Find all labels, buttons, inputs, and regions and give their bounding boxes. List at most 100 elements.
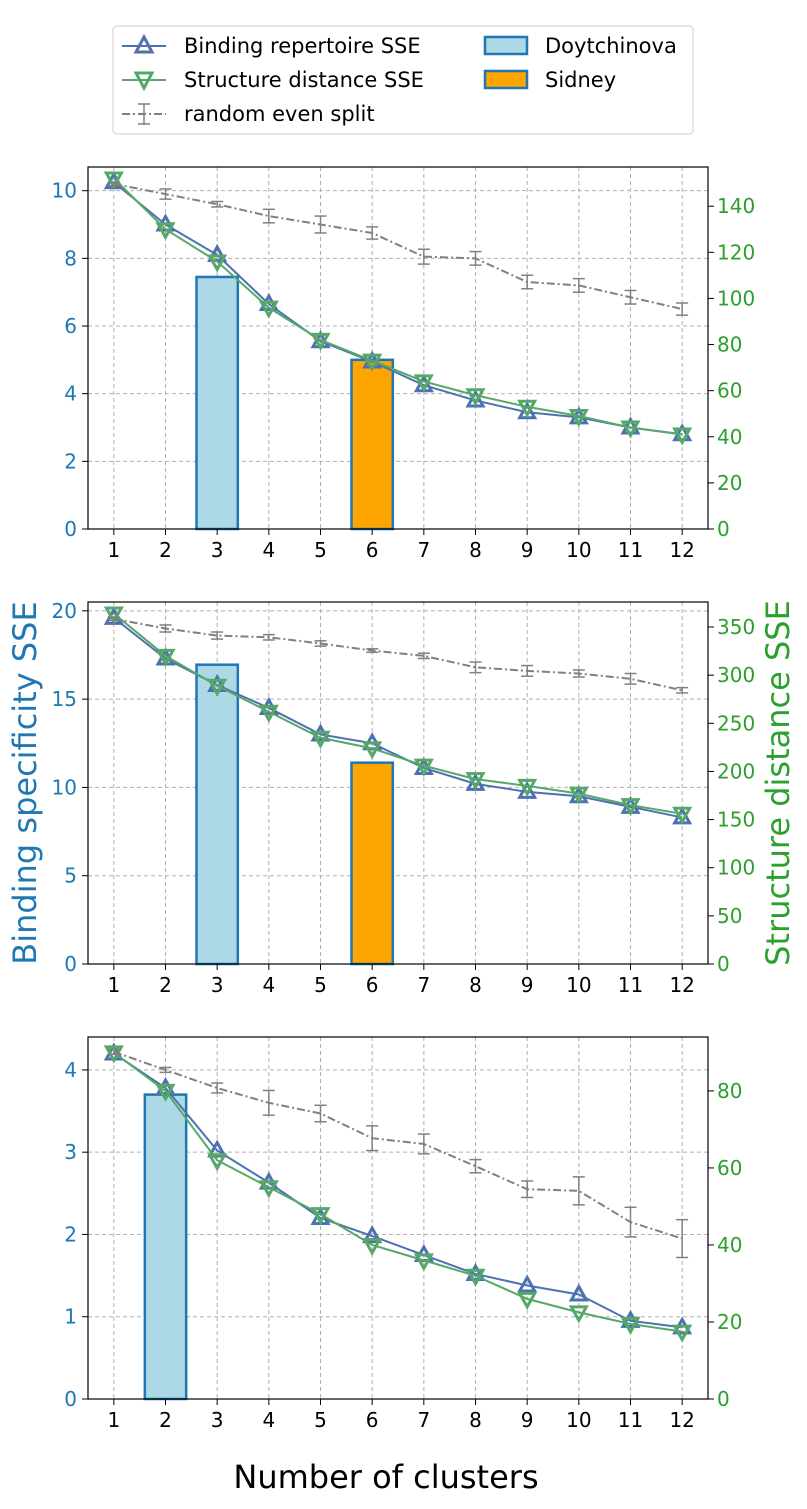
plot-frame <box>87 1036 709 1400</box>
series-marker-structure-distance-sse <box>310 332 331 352</box>
x-tick-label: 6 <box>366 538 379 562</box>
y-tick-label-right: 60 <box>717 379 742 403</box>
series-marker-structure-distance-sse <box>362 1237 383 1257</box>
y-tick-label-right: 40 <box>717 1233 742 1257</box>
series-line-random <box>113 1050 683 1240</box>
series-marker-structure-distance-sse <box>568 1305 589 1324</box>
legend-structure-marker <box>133 71 155 92</box>
y-tick-label-right: 120 <box>717 240 755 264</box>
series-line-structure-distance-sse <box>113 1051 683 1333</box>
y-tick-label-right: 200 <box>717 759 755 783</box>
y-tick-label-right: 60 <box>717 1156 742 1180</box>
series-marker-structure-distance-sse <box>362 741 383 760</box>
y-tick-label-left: 10 <box>52 179 77 203</box>
legend-sidney-swatch <box>483 69 529 90</box>
bar-doytchinova <box>195 663 240 966</box>
legend-doytchinova-label: Doytchinova <box>545 34 677 58</box>
y-tick-label-left: 10 <box>52 775 77 799</box>
y-tick-label-left: 20 <box>52 599 77 623</box>
x-tick-label: 8 <box>469 538 482 562</box>
bar-sidney <box>350 358 395 531</box>
y-tick-label-left: 0 <box>64 517 77 541</box>
series-marker-structure-distance-sse <box>672 806 693 825</box>
series-marker-binding-repertoire-sse <box>517 1274 538 1293</box>
legend-doytchinova-swatch <box>483 35 529 56</box>
y-tick-label-right: 140 <box>717 194 755 218</box>
series-marker-binding-repertoire-sse <box>465 1262 486 1281</box>
series-marker-structure-distance-sse <box>413 374 434 393</box>
x-tick-label: 4 <box>262 973 275 997</box>
y-tick-label-right: 80 <box>717 333 742 357</box>
x-tick-label: 3 <box>211 538 224 562</box>
x-tick-label: 2 <box>159 538 172 562</box>
x-tick-label: 8 <box>469 1408 482 1432</box>
x-tick-label: 2 <box>159 973 172 997</box>
x-tick-label: 10 <box>566 1408 591 1432</box>
series-marker-structure-distance-sse <box>465 772 486 791</box>
x-tick-label: 6 <box>366 1408 379 1432</box>
y-tick-label-left: 4 <box>64 1058 77 1082</box>
series-marker-structure-distance-sse <box>207 254 228 273</box>
y-tick-label-right: 20 <box>717 471 742 495</box>
x-tick-label: 11 <box>618 1408 643 1432</box>
series-marker-structure-distance-sse <box>413 1253 434 1272</box>
x-tick-label: 4 <box>262 538 275 562</box>
series-marker-structure-distance-sse <box>517 399 538 418</box>
series-marker-structure-distance-sse <box>465 1268 486 1287</box>
legend-structure-label: Structure distance SSE <box>184 68 424 92</box>
x-tick-label: 9 <box>521 973 534 997</box>
series-marker-structure-distance-sse <box>568 786 589 805</box>
y-tick-label-right: 250 <box>717 711 755 735</box>
legend-sidney-label: Sidney <box>545 68 616 92</box>
series-marker-structure-distance-sse <box>362 353 383 372</box>
x-tick-label: 12 <box>669 1408 694 1432</box>
series-marker-structure-distance-sse <box>103 606 124 625</box>
x-tick-label: 11 <box>618 538 643 562</box>
y-tick-label-right: 0 <box>717 517 730 541</box>
x-tick-label: 5 <box>314 973 327 997</box>
x-tick-label: 7 <box>417 1408 430 1432</box>
series-marker-structure-distance-sse <box>672 427 693 446</box>
series-marker-structure-distance-sse <box>103 171 124 190</box>
x-tick-label: 6 <box>366 973 379 997</box>
x-tick-label: 10 <box>566 538 591 562</box>
series-marker-structure-distance-sse <box>517 1291 538 1310</box>
x-tick-label: 10 <box>566 973 591 997</box>
legend-entry-random: random even split <box>122 102 375 126</box>
series-marker-structure-distance-sse <box>258 704 279 723</box>
y-tick-label-left: 6 <box>64 314 77 338</box>
series-marker-structure-distance-sse <box>568 409 589 428</box>
x-tick-label: 7 <box>417 538 430 562</box>
legend-entry-structure: Structure distance SSE <box>122 68 424 92</box>
series-marker-structure-distance-sse <box>258 1180 279 1199</box>
y-tick-label-left: 8 <box>64 246 77 270</box>
series-marker-structure-distance-sse <box>620 420 641 439</box>
x-tick-label: 11 <box>618 973 643 997</box>
x-tick-label: 9 <box>521 538 534 562</box>
x-tick-label: 1 <box>107 1408 120 1432</box>
x-tick-label: 3 <box>211 1408 224 1432</box>
series-line-random <box>113 617 683 692</box>
legend: Binding repertoire SSE Structure distanc… <box>112 25 694 135</box>
legend-binding-marker <box>133 33 155 54</box>
y-tick-label-left: 4 <box>64 382 77 406</box>
series-marker-structure-distance-sse <box>413 758 434 777</box>
x-tick-label: 7 <box>417 973 430 997</box>
series-marker-structure-distance-sse <box>155 648 176 668</box>
series-marker-structure-distance-sse <box>207 678 228 697</box>
y-tick-label-right: 100 <box>717 286 755 310</box>
y-tick-label-left: 1 <box>64 1305 77 1329</box>
x-tick-label: 8 <box>469 973 482 997</box>
plot-frame <box>87 166 709 530</box>
y-tick-label-right: 150 <box>717 808 755 832</box>
series-marker-structure-distance-sse <box>155 222 176 241</box>
series-marker-structure-distance-sse <box>620 798 641 817</box>
x-tick-label: 4 <box>262 1408 275 1432</box>
y-tick-label-left: 0 <box>64 952 77 976</box>
x-tick-label: 5 <box>314 1408 327 1432</box>
